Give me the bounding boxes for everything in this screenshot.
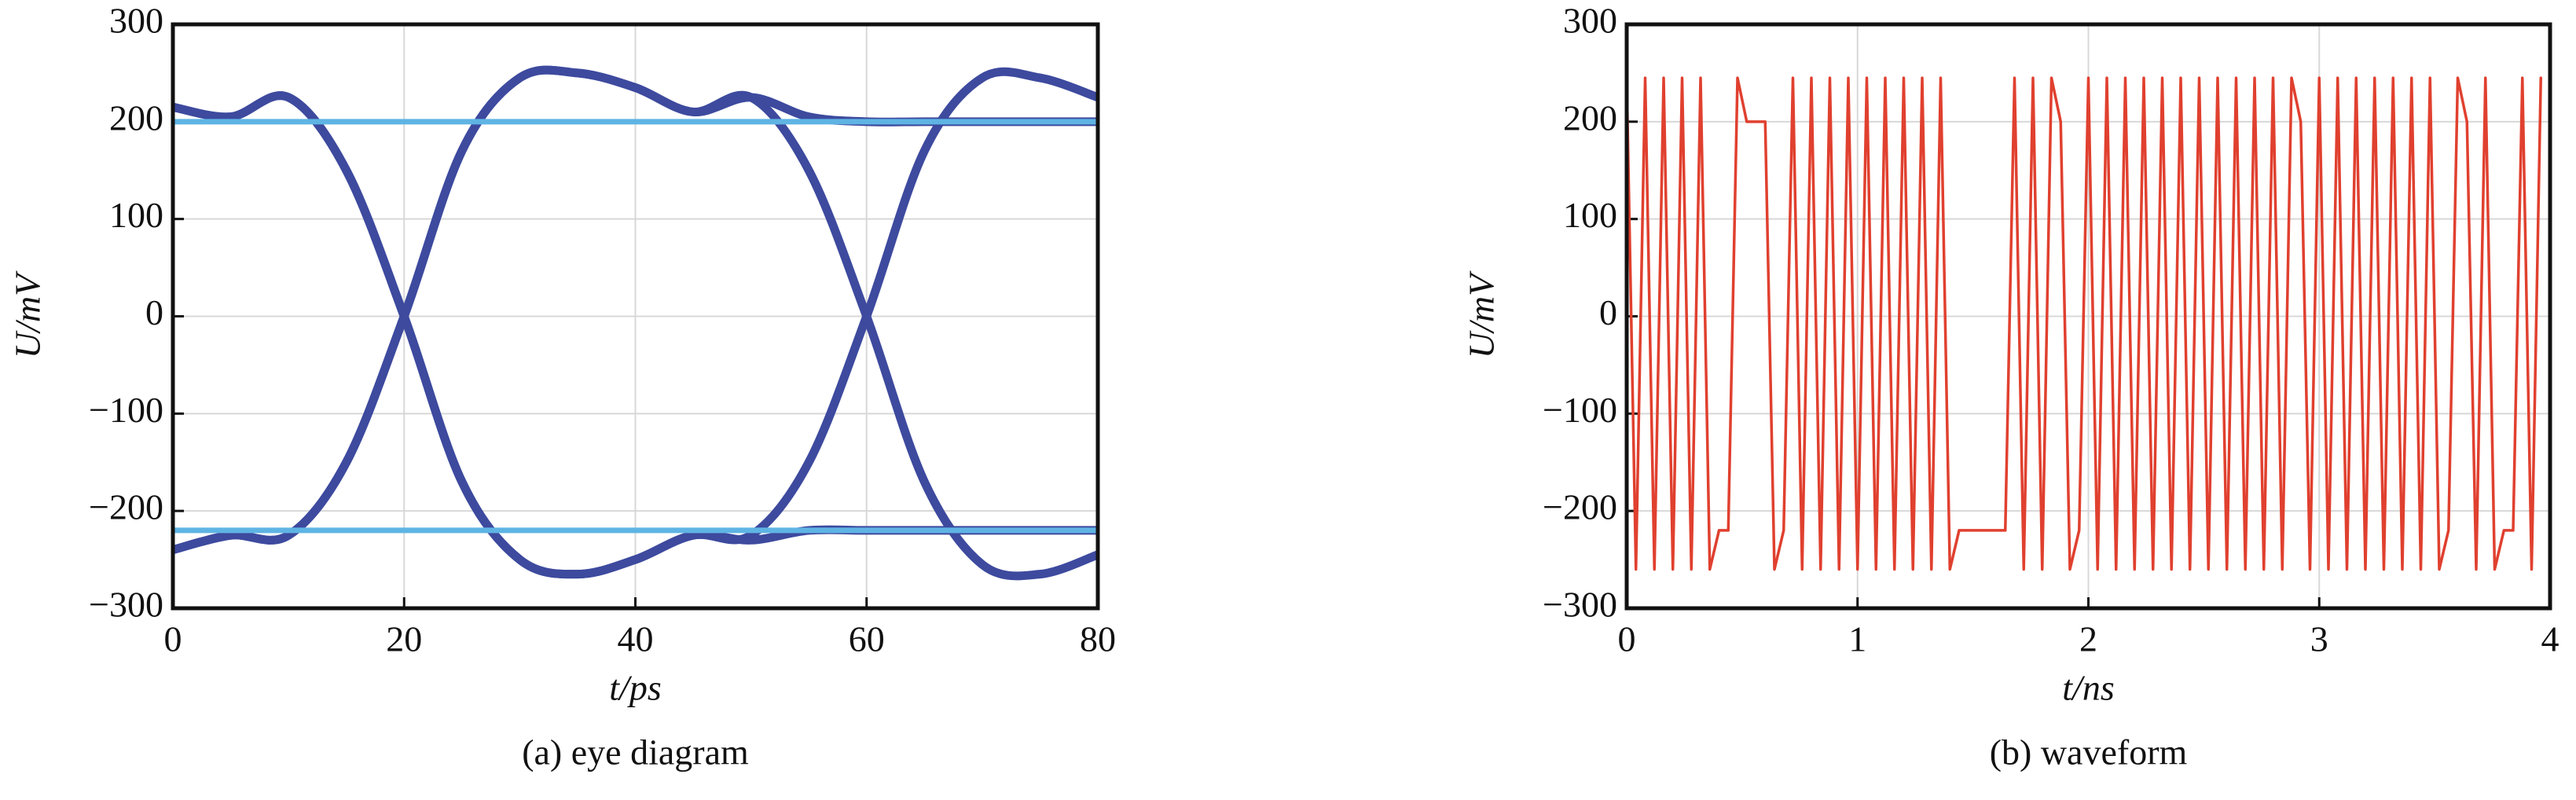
- y-tick-label: −200: [1543, 487, 1617, 527]
- y-axis-label: U/mV: [1462, 270, 1502, 358]
- chart: 0 20 40 60 80 −300 −200 −100 0 100 200 300 t/ps U/mV (…: [8, 1, 1116, 772]
- y-tick-label: 200: [1563, 97, 1617, 138]
- x-tick-label: 20: [386, 619, 422, 659]
- x-axis-label: t/ns: [2062, 668, 2114, 708]
- x-tick-label: 3: [2310, 619, 2328, 659]
- y-axis-label: U/mV: [8, 270, 48, 358]
- chart: 0 1 2 3 4 −300 −200 −100 0 100 200 300 t/ns U/mV (b) w…: [1462, 1, 2559, 772]
- x-tick-label: 1: [1848, 619, 1866, 659]
- x-tick-label: 40: [618, 619, 654, 659]
- y-tick-label: 200: [109, 97, 163, 138]
- y-tick-label: 0: [145, 292, 163, 332]
- plot-area: [1627, 76, 2542, 571]
- y-tick-label: 100: [1563, 195, 1617, 235]
- y-tick-label: −200: [89, 487, 163, 527]
- x-axis-label: t/ps: [609, 668, 661, 708]
- trace: [1627, 76, 2542, 571]
- y-tick-label: 100: [109, 195, 163, 235]
- caption: (a) eye diagram: [522, 732, 749, 772]
- x-tick-label: 60: [849, 619, 885, 659]
- plot-frame: [171, 22, 1100, 611]
- x-tick-label: 4: [2541, 619, 2559, 659]
- y-tick-label: −300: [1543, 585, 1617, 625]
- caption: (b) waveform: [1990, 732, 2188, 772]
- y-tick-label: −300: [89, 585, 163, 625]
- x-tick-label: 0: [164, 619, 182, 659]
- x-tick-label: 2: [2079, 619, 2097, 659]
- y-tick-label: −100: [89, 390, 163, 430]
- y-tick-label: −100: [1543, 390, 1617, 430]
- y-tick-label: 300: [1563, 1, 1617, 41]
- x-tick-label: 0: [1618, 619, 1636, 659]
- y-tick-label: 300: [109, 1, 163, 41]
- plot-area: [173, 65, 1098, 581]
- x-tick-label: 80: [1080, 619, 1116, 659]
- y-tick-label: 0: [1599, 292, 1617, 332]
- plot-frame: [1624, 22, 2552, 611]
